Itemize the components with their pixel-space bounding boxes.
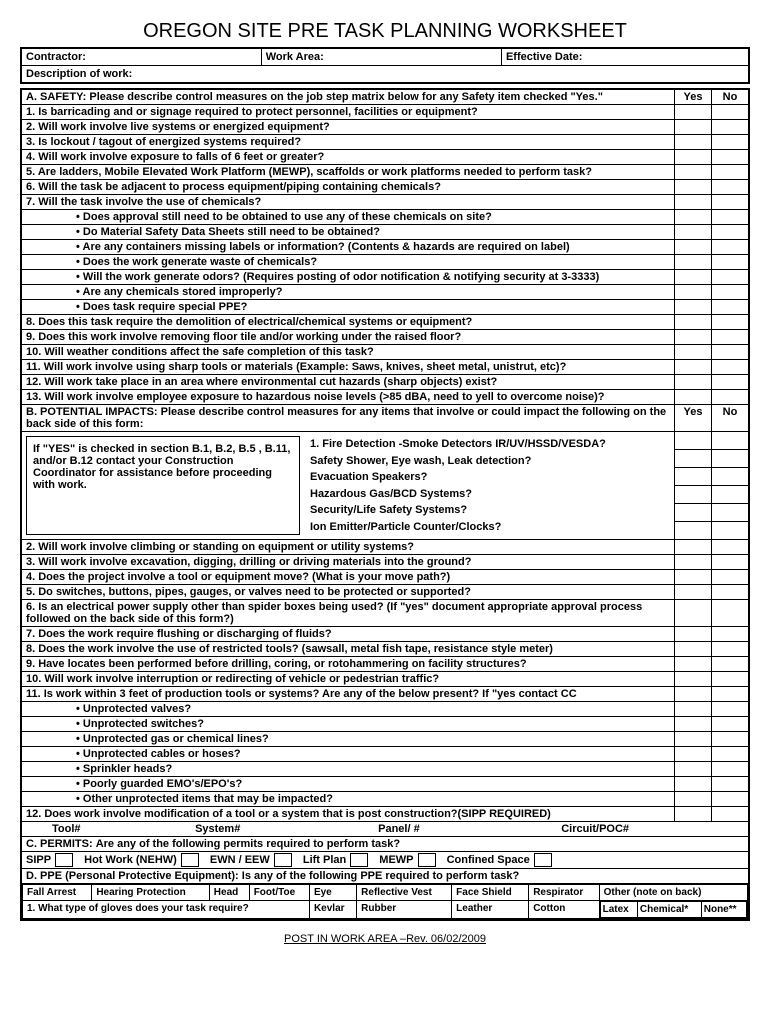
section-a: A. SAFETY: Please describe control measu…	[20, 88, 750, 921]
q-b1e: Security/Life Safety Systems?	[310, 502, 670, 519]
checkbox-mewp[interactable]	[418, 853, 436, 867]
q-b1c: Evacuation Speakers?	[310, 469, 670, 486]
q-a11: 11. Will work involve using sharp tools …	[21, 360, 675, 375]
effective-date-label: Effective Date:	[501, 48, 749, 66]
checkbox-confined[interactable]	[534, 853, 552, 867]
header-table: Contractor: Work Area: Effective Date: D…	[20, 47, 750, 84]
q-b11f: Poorly guarded EMO's/EPO's?	[26, 778, 242, 790]
permit-mewp: MEWP	[379, 854, 413, 866]
q-a2: 2. Will work involve live systems or ene…	[21, 120, 675, 135]
q-a1: 1. Is barricading and or signage require…	[21, 105, 675, 120]
ppe-head[interactable]: Head	[209, 885, 249, 901]
q-b11: 11. Is work within 3 feet of production …	[21, 687, 675, 702]
yes-cell[interactable]	[675, 105, 712, 120]
q-a5: 5. Are ladders, Mobile Elevated Work Pla…	[21, 165, 675, 180]
ppe-hearing[interactable]: Hearing Protection	[92, 885, 209, 901]
section-b-note: If "YES" is checked in section B.1, B.2,…	[26, 436, 300, 535]
q-a7g: Does task require special PPE?	[26, 301, 247, 313]
q-a6: 6. Will the task be adjacent to process …	[21, 180, 675, 195]
section-a-header: A. SAFETY: Please describe control measu…	[21, 89, 675, 105]
no-cell[interactable]	[712, 105, 750, 120]
q-b3: 3. Will work involve excavation, digging…	[21, 555, 675, 570]
checkbox-ewn[interactable]	[274, 853, 292, 867]
glove-none[interactable]: None**	[701, 902, 746, 918]
q-b7: 7. Does the work require flushing or dis…	[21, 627, 675, 642]
ppe-eye[interactable]: Eye	[309, 885, 356, 901]
q-b1d: Hazardous Gas/BCD Systems?	[310, 486, 670, 503]
permit-confined: Confined Space	[447, 854, 530, 866]
q-a10: 10. Will weather conditions affect the s…	[21, 345, 675, 360]
q-b1b: Safety Shower, Eye wash, Leak detection?	[310, 453, 670, 470]
q-b8: 8. Does the work involve the use of rest…	[21, 642, 675, 657]
permit-sipp: SIPP	[26, 854, 51, 866]
q-a7a: Does approval still need to be obtained …	[26, 211, 492, 223]
q-b5: 5. Do switches, buttons, pipes, gauges, …	[21, 585, 675, 600]
ppe-foot[interactable]: Foot/Toe	[249, 885, 309, 901]
tool-row: Tool# System# Panel/ # Circuit/POC#	[21, 822, 749, 837]
checkbox-lift[interactable]	[350, 853, 368, 867]
q-b11d: Unprotected cables or hoses?	[26, 748, 241, 760]
worksheet-page: OREGON SITE PRE TASK PLANNING WORKSHEET …	[20, 20, 750, 945]
q-a3: 3. Is lockout / tagout of energized syst…	[21, 135, 675, 150]
q-b2: 2. Will work involve climbing or standin…	[21, 540, 675, 555]
checkbox-hotwork[interactable]	[181, 853, 199, 867]
section-c-header: C. PERMITS: Are any of the following per…	[21, 837, 749, 852]
ppe-vest[interactable]: Reflective Vest	[357, 885, 452, 901]
permit-ewn: EWN / EEW	[210, 854, 270, 866]
glove-chemical[interactable]: Chemical*	[637, 902, 701, 918]
ppe-table: Fall Arrest Hearing Protection Head Foot…	[22, 884, 748, 919]
q-a13: 13. Will work involve employee exposure …	[21, 390, 675, 405]
q-b11c: Unprotected gas or chemical lines?	[26, 733, 269, 745]
section-d-header: D. PPE (Personal Protective Equipment): …	[21, 869, 749, 884]
q-a12: 12. Will work take place in an area wher…	[21, 375, 675, 390]
footer-text: POST IN WORK AREA –Rev. 06/02/2009	[20, 933, 750, 945]
yes-header: Yes	[675, 89, 712, 105]
permit-lift: Lift Plan	[303, 854, 346, 866]
gloves-label: 1. What type of gloves does your task re…	[23, 901, 310, 919]
q-a7f: Are any chemicals stored improperly?	[26, 286, 282, 298]
q-a7b: Do Material Safety Data Sheets still nee…	[26, 226, 380, 238]
q-b11a: Unprotected valves?	[26, 703, 191, 715]
q-a9: 9. Does this work involve removing floor…	[21, 330, 675, 345]
q-b1f: Ion Emitter/Particle Counter/Clocks?	[310, 519, 670, 536]
permits-row: SIPP Hot Work (NEHW) EWN / EEW Lift Plan…	[21, 852, 749, 869]
q-a7c: Are any containers missing labels or inf…	[26, 241, 570, 253]
ppe-face[interactable]: Face Shield	[452, 885, 529, 901]
page-title: OREGON SITE PRE TASK PLANNING WORKSHEET	[20, 20, 750, 43]
ppe-respirator[interactable]: Respirator	[529, 885, 599, 901]
work-area-label: Work Area:	[261, 48, 501, 66]
section-b-header: B. POTENTIAL IMPACTS: Please describe co…	[21, 405, 675, 432]
q-a8: 8. Does this task require the demolition…	[21, 315, 675, 330]
q-b6: 6. Is an electrical power supply other t…	[21, 600, 675, 627]
q-b11e: Sprinkler heads?	[26, 763, 172, 775]
q-b1a: 1. Fire Detection -Smoke Detectors IR/UV…	[310, 436, 670, 453]
ppe-fall[interactable]: Fall Arrest	[23, 885, 92, 901]
permit-hotwork: Hot Work (NEHW)	[84, 854, 177, 866]
ppe-other[interactable]: Other (note on back)	[599, 885, 747, 901]
q-b10: 10. Will work involve interruption or re…	[21, 672, 675, 687]
no-header: No	[712, 89, 750, 105]
glove-leather[interactable]: Leather	[452, 901, 529, 919]
q-b12: 12. Does work involve modification of a …	[21, 807, 675, 822]
q-a7: 7. Will the task involve the use of chem…	[21, 195, 675, 210]
glove-kevlar[interactable]: Kevlar	[309, 901, 356, 919]
description-label: Description of work:	[21, 66, 749, 84]
glove-latex[interactable]: Latex	[600, 902, 637, 918]
q-b11g: Other unprotected items that may be impa…	[26, 793, 333, 805]
q-b9: 9. Have locates been performed before dr…	[21, 657, 675, 672]
glove-cotton[interactable]: Cotton	[529, 901, 599, 919]
contractor-label: Contractor:	[21, 48, 261, 66]
q-a4: 4. Will work involve exposure to falls o…	[21, 150, 675, 165]
q-b4: 4. Does the project involve a tool or eq…	[21, 570, 675, 585]
q-a7d: Does the work generate waste of chemical…	[26, 256, 317, 268]
q-b11b: Unprotected switches?	[26, 718, 204, 730]
glove-rubber[interactable]: Rubber	[357, 901, 452, 919]
checkbox-sipp[interactable]	[55, 853, 73, 867]
q-a7e: Will the work generate odors? (Requires …	[26, 271, 599, 283]
